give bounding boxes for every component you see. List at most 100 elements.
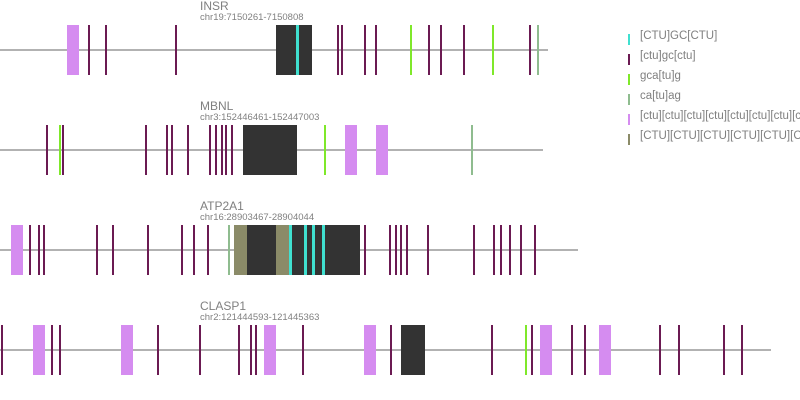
gene-track-clasp1: CLASP1 chr2:121444593-121445363 [0, 299, 771, 375]
ctu-gc-ctu-lower-mark [157, 325, 159, 375]
ctu-gc-ctu-lower-mark [406, 225, 408, 275]
ctu-repeat-lower-mark [376, 125, 388, 175]
legend-swatch [628, 34, 630, 45]
legend-label: [ctu][ctu][ctu][ctu][ctu][ctu][ctu][ctu]… [640, 110, 800, 122]
gene-track-insr: INSR chr19:7150261-7150808 [0, 0, 548, 75]
gca-tu-g-mark [525, 325, 527, 375]
ctu-gc-ctu-lower-mark [166, 125, 168, 175]
ctu-gc-ctu-lower-mark [302, 325, 304, 375]
ctu-repeat-lower-mark [264, 325, 276, 375]
legend-item-ctu-gc-ctu-lower: [ctu]gc[ctu] [628, 48, 800, 68]
ctu-gc-ctu-lower-mark [238, 325, 240, 375]
ctu-gc-ctu-lower-mark [341, 25, 343, 75]
exon-block [247, 225, 360, 275]
gene-coordinates: chr3:152446461-152447003 [200, 112, 319, 123]
ctu-gc-ctu-lower-mark [96, 225, 98, 275]
ctu-gc-ctu-lower-mark [43, 225, 45, 275]
ctu-gc-ctu-lower-mark [337, 25, 339, 75]
legend-item-ca-tu-ag: ca[tu]ag [628, 88, 800, 108]
gene-name: CLASP1 [200, 299, 246, 313]
ctu-repeat-lower-mark [67, 25, 79, 75]
legend-label: [ctu]gc[ctu] [640, 50, 696, 62]
ctu-gc-ctu-lower-mark [375, 25, 377, 75]
ctu-gc-ctu-upper-mark [289, 225, 292, 275]
ctu-gc-ctu-lower-mark [531, 325, 533, 375]
ctu-gc-ctu-lower-mark [364, 225, 366, 275]
legend-item-gca-tu-g: gca[tu]g [628, 68, 800, 88]
legend-label: gca[tu]g [640, 70, 681, 82]
ctu-gc-ctu-lower-mark [500, 225, 502, 275]
ctu-gc-ctu-lower-mark [181, 225, 183, 275]
ctu-gc-ctu-lower-mark [46, 125, 48, 175]
legend-swatch [628, 74, 630, 85]
gene-track-atp2a1: ATP2A1 chr16:28903467-28904044 [0, 199, 578, 275]
ctu-gc-ctu-lower-mark [493, 225, 495, 275]
ctu-gc-ctu-lower-mark [209, 125, 211, 175]
ctu-gc-ctu-lower-mark [88, 25, 90, 75]
legend-swatch [628, 94, 630, 105]
ctu-gc-ctu-lower-mark [571, 325, 573, 375]
legend-label: [CTU]GC[CTU] [640, 30, 718, 42]
ctu-gc-ctu-lower-mark [520, 225, 522, 275]
legend-swatch [628, 114, 630, 125]
ctu-gc-ctu-lower-mark [509, 225, 511, 275]
ctu-repeat-lower-mark [121, 325, 133, 375]
ctu-gc-ctu-lower-mark [215, 125, 217, 175]
ca-tu-ag-mark [471, 125, 473, 175]
ctu-gc-ctu-lower-mark [440, 25, 442, 75]
ctu-repeat-lower-mark [33, 325, 45, 375]
ctu-gc-ctu-lower-mark [221, 125, 223, 175]
ctu-gc-ctu-lower-mark [389, 225, 391, 275]
ctu-gc-ctu-lower-mark [400, 225, 402, 275]
ctu-repeat-lower-mark [540, 325, 552, 375]
gca-tu-g-mark [492, 25, 494, 75]
ctu-gc-ctu-lower-mark [62, 125, 64, 175]
ctu-gc-ctu-lower-mark [390, 325, 392, 375]
ctu-repeat-upper-mark [234, 225, 247, 275]
gca-tu-g-mark [59, 125, 61, 175]
ctu-repeat-lower-mark [11, 225, 23, 275]
legend-item-ctu-gc-ctu-upper: [CTU]GC[CTU] [628, 28, 800, 48]
ctu-repeat-lower-mark [345, 125, 357, 175]
ctu-gc-ctu-lower-mark [250, 325, 252, 375]
ctu-gc-ctu-lower-mark [491, 325, 493, 375]
ctu-gc-ctu-upper-mark [304, 225, 307, 275]
ctu-gc-ctu-upper-mark [312, 225, 315, 275]
ctu-gc-ctu-lower-mark [59, 325, 61, 375]
ctu-gc-ctu-lower-mark [364, 25, 366, 75]
ctu-gc-ctu-lower-mark [225, 125, 227, 175]
ctu-gc-ctu-lower-mark [112, 225, 114, 275]
ctu-repeat-upper-mark [276, 225, 289, 275]
legend-item-ctu-repeat-lower: [ctu][ctu][ctu][ctu][ctu][ctu][ctu][ctu]… [628, 108, 800, 128]
gca-tu-g-mark [410, 25, 412, 75]
gene-name: INSR [200, 0, 229, 13]
legend-swatch [628, 54, 630, 65]
ctu-gc-ctu-lower-mark [463, 25, 465, 75]
legend-label: [CTU][CTU][CTU][CTU][CTU][CTU][CTU][CTU]… [640, 130, 800, 142]
ctu-gc-ctu-lower-mark [678, 325, 680, 375]
ctu-gc-ctu-lower-mark [473, 225, 475, 275]
exon-block [276, 25, 312, 75]
ctu-gc-ctu-lower-mark [105, 25, 107, 75]
exon-block [401, 325, 425, 375]
ctu-gc-ctu-lower-mark [255, 325, 257, 375]
ctu-gc-ctu-lower-mark [187, 125, 189, 175]
ctu-gc-ctu-lower-mark [29, 225, 31, 275]
ctu-gc-ctu-lower-mark [145, 125, 147, 175]
ctu-gc-ctu-lower-mark [171, 125, 173, 175]
ctu-gc-ctu-lower-mark [38, 225, 40, 275]
ca-tu-ag-mark [228, 225, 230, 275]
gene-name: ATP2A1 [200, 199, 244, 213]
ctu-gc-ctu-lower-mark [199, 325, 201, 375]
ctu-gc-ctu-upper-mark [322, 225, 325, 275]
ctu-gc-ctu-lower-mark [723, 325, 725, 375]
ctu-repeat-lower-mark [599, 325, 611, 375]
ctu-gc-ctu-lower-mark [395, 225, 397, 275]
gene-coordinates: chr19:7150261-7150808 [200, 12, 304, 23]
legend-label: ca[tu]ag [640, 90, 681, 102]
ctu-gc-ctu-lower-mark [193, 225, 195, 275]
legend-swatch [628, 134, 630, 145]
ctu-gc-ctu-lower-mark [231, 125, 233, 175]
gene-track-mbnl: MBNL chr3:152446461-152447003 [0, 99, 543, 175]
